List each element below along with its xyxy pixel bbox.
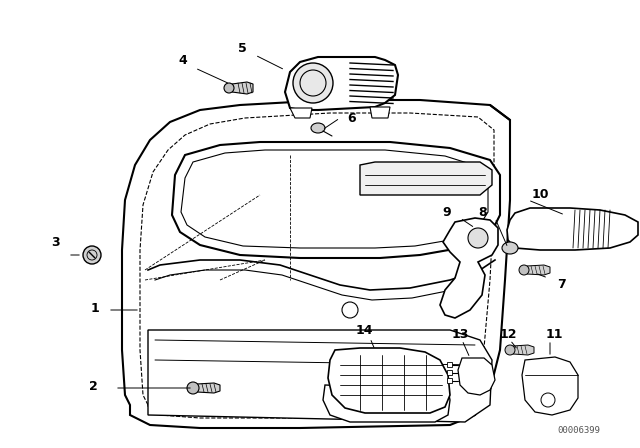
Circle shape (519, 265, 529, 275)
Polygon shape (122, 100, 510, 428)
Text: 11: 11 (545, 328, 563, 341)
Polygon shape (360, 162, 492, 195)
Text: 2: 2 (88, 380, 97, 393)
Circle shape (83, 246, 101, 264)
Bar (447, 370, 452, 375)
Polygon shape (458, 358, 495, 395)
Circle shape (293, 63, 333, 103)
Text: 4: 4 (179, 53, 188, 66)
Polygon shape (370, 107, 390, 118)
Polygon shape (527, 265, 550, 275)
Polygon shape (513, 345, 534, 355)
Text: 12: 12 (499, 328, 516, 341)
Bar (447, 362, 452, 367)
Ellipse shape (502, 242, 518, 254)
Text: 5: 5 (237, 42, 246, 55)
Polygon shape (323, 385, 450, 422)
Circle shape (187, 382, 199, 394)
Text: 9: 9 (443, 206, 451, 219)
Circle shape (468, 228, 488, 248)
Text: 3: 3 (51, 236, 60, 249)
Polygon shape (197, 383, 220, 393)
Text: 8: 8 (479, 206, 487, 219)
Text: 00006399: 00006399 (557, 426, 600, 435)
Polygon shape (148, 330, 492, 422)
Polygon shape (440, 218, 498, 318)
Text: 7: 7 (557, 279, 566, 292)
Circle shape (505, 345, 515, 355)
Text: 1: 1 (91, 302, 99, 314)
Polygon shape (290, 108, 312, 118)
Bar (447, 378, 452, 383)
Polygon shape (232, 82, 253, 94)
Ellipse shape (311, 123, 325, 133)
Text: 10: 10 (531, 189, 548, 202)
Circle shape (224, 83, 234, 93)
Polygon shape (285, 57, 398, 110)
Polygon shape (522, 357, 578, 415)
Polygon shape (507, 208, 638, 250)
Polygon shape (328, 348, 450, 413)
Text: 13: 13 (451, 328, 468, 341)
Text: 14: 14 (355, 323, 372, 336)
Text: 6: 6 (348, 112, 356, 125)
Polygon shape (172, 142, 500, 258)
